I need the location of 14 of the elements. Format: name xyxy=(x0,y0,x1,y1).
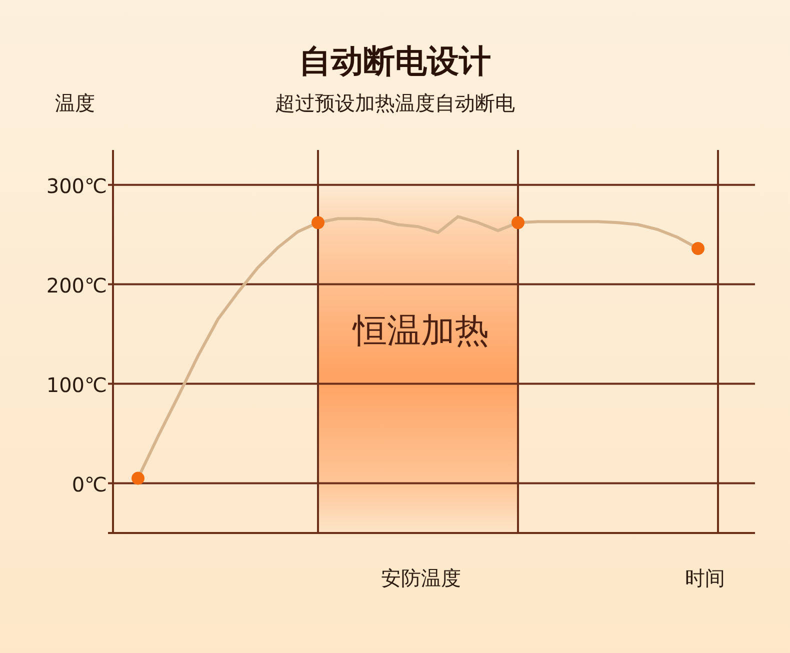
y-tick-label: 0℃ xyxy=(72,472,107,496)
x-axis-title: 时间 xyxy=(685,566,725,590)
point xyxy=(692,242,704,255)
point xyxy=(132,472,144,485)
y-tick-label: 100℃ xyxy=(46,372,107,397)
chart-title: 自动断电设计 xyxy=(299,42,491,80)
y-axis-title: 温度 xyxy=(55,91,95,115)
chart-subtitle: 超过预设加热温度自动断电 xyxy=(275,91,515,115)
annotation: 恒温加热 xyxy=(352,311,489,351)
point xyxy=(312,216,324,230)
y-tick-label: 200℃ xyxy=(46,273,107,298)
y-tick-label: 300℃ xyxy=(46,174,107,198)
point xyxy=(512,216,524,230)
text: 安防温度 xyxy=(381,566,461,590)
